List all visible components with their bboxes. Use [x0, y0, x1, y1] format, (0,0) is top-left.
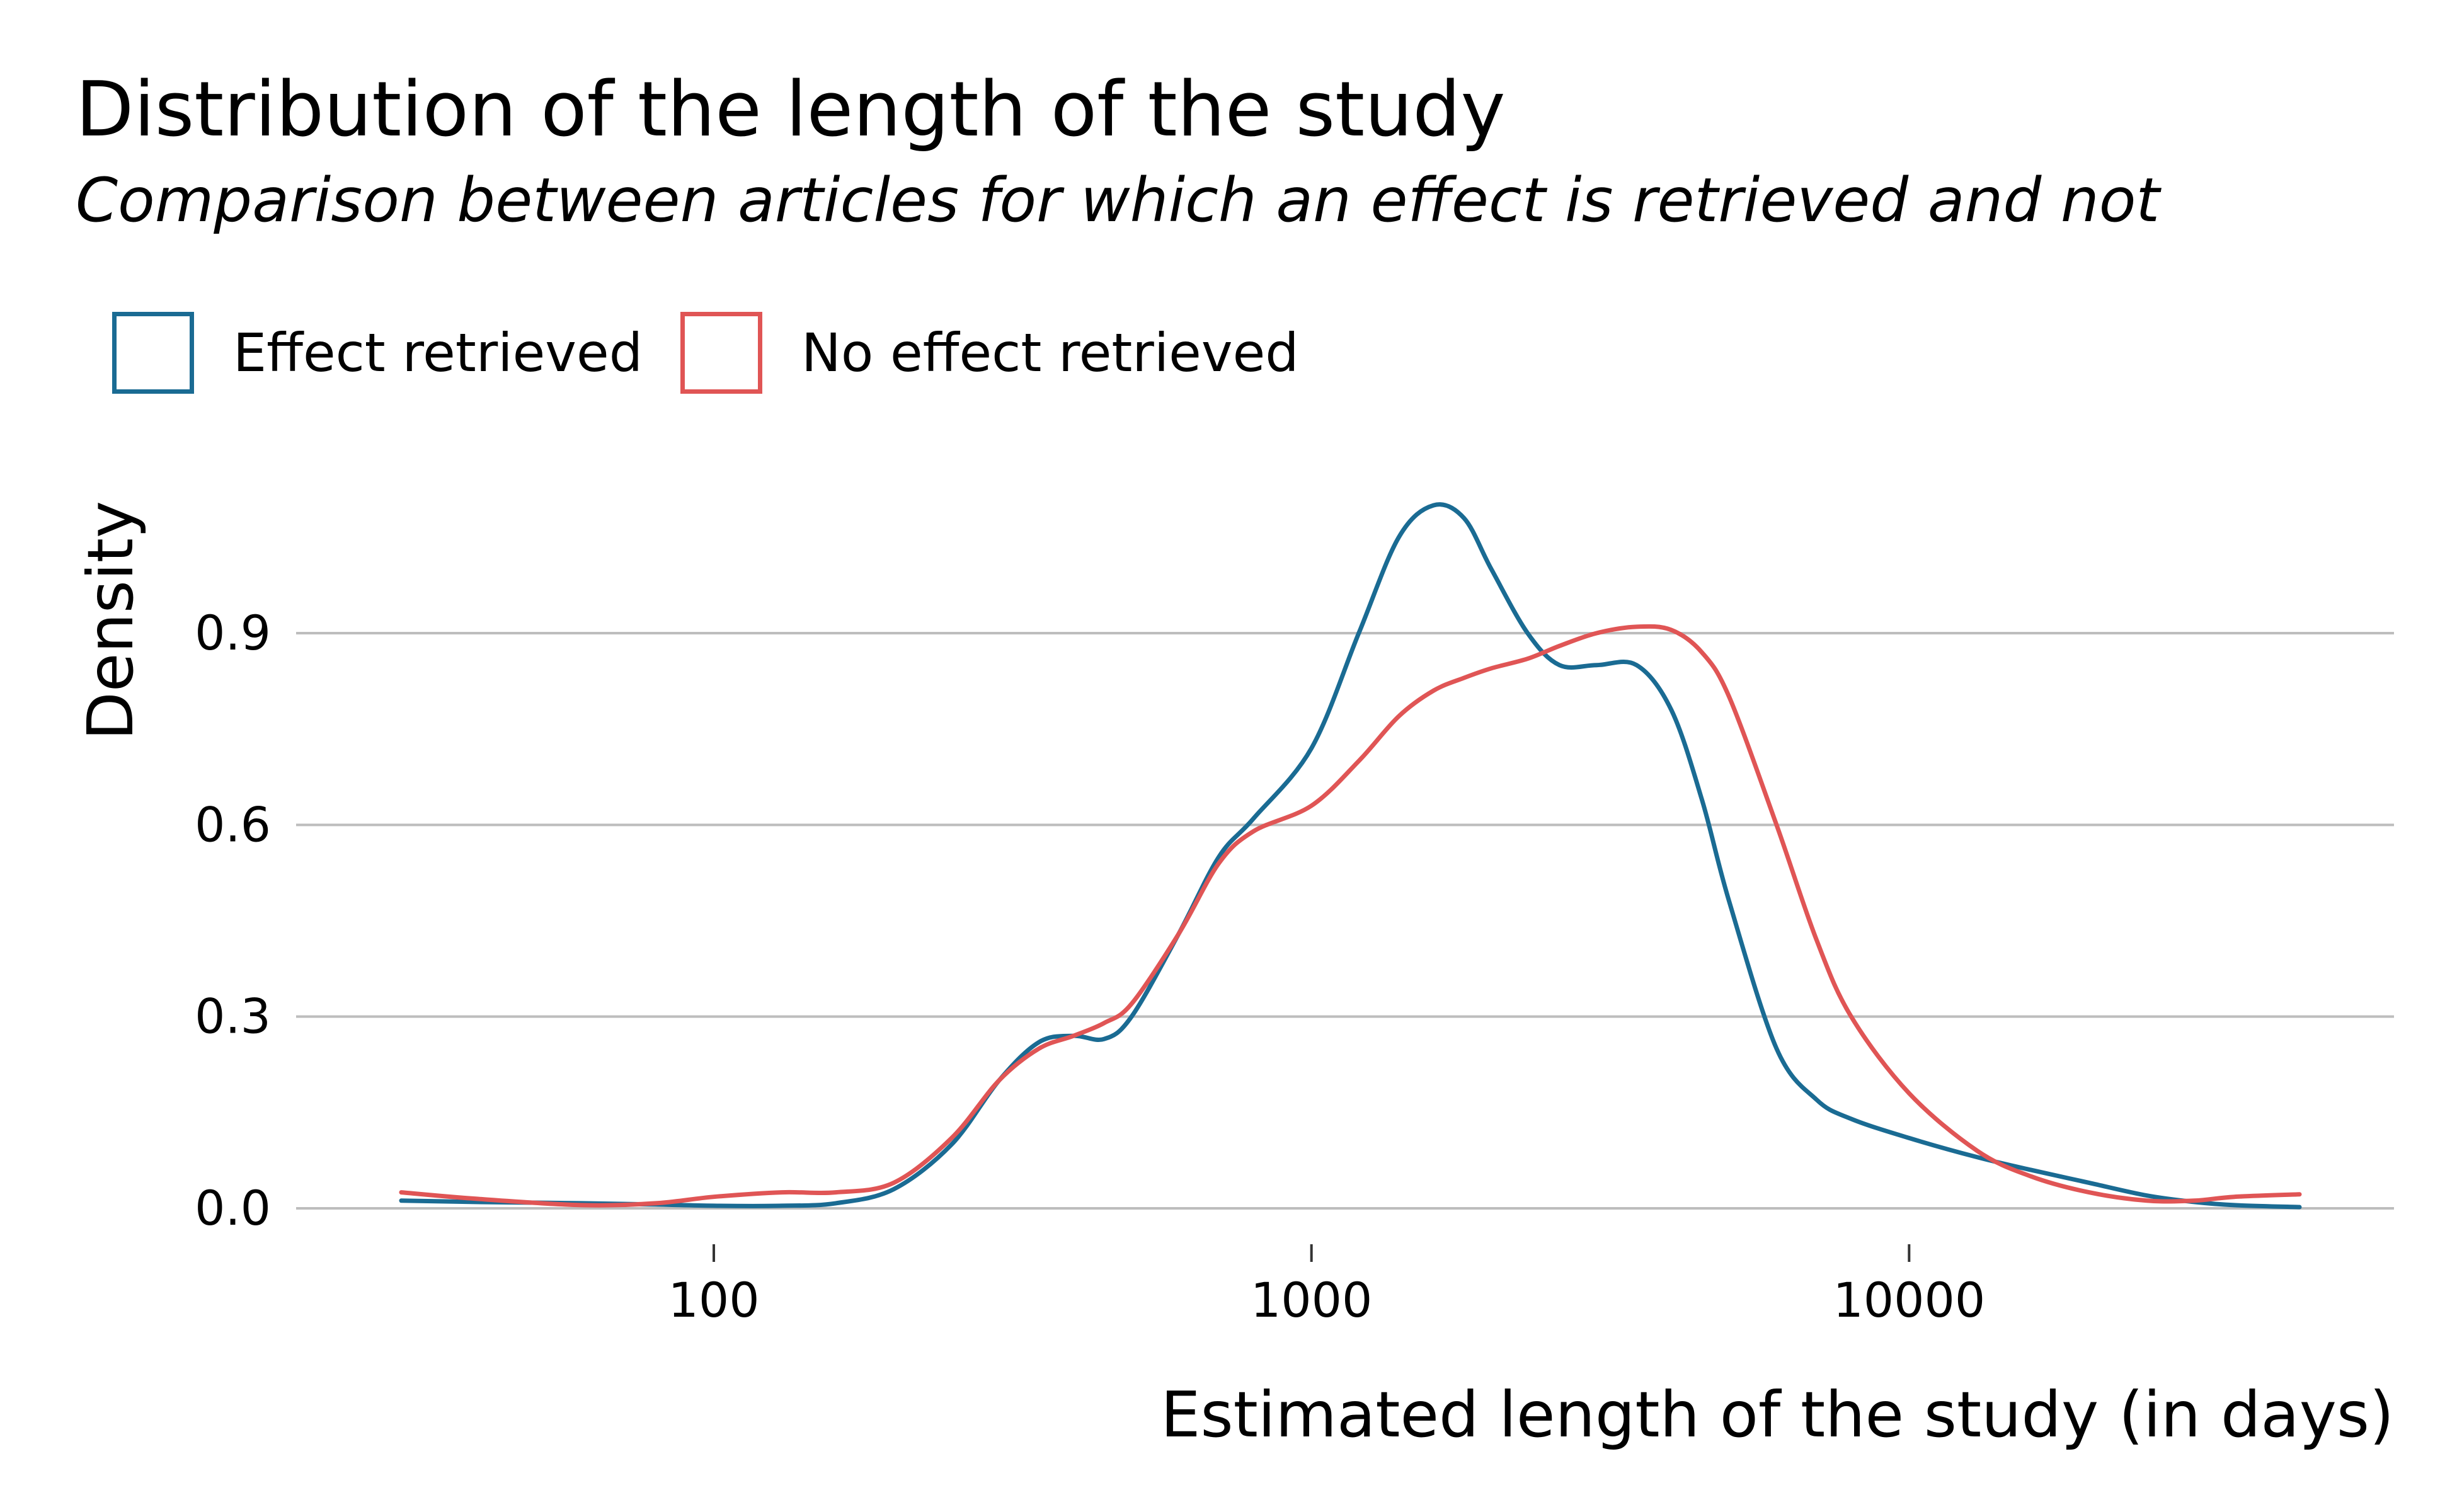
y-tick-label: 0.0 — [195, 1180, 271, 1236]
x-axis-title: Estimated length of the study (in days) — [1160, 1378, 2394, 1452]
chart-title: Distribution of the length of the study — [76, 66, 1506, 154]
x-tick-label: 1000 — [1251, 1272, 1372, 1328]
legend-label-no-effect-retrieved: No effect retrieved — [801, 322, 1299, 384]
y-tick-labels: 0.0 0.3 0.6 0.9 — [195, 605, 271, 1236]
legend-label-effect-retrieved: Effect retrieved — [233, 322, 643, 384]
series-line-effect-retrieved — [399, 502, 2302, 1210]
legend-swatch-effect-retrieved — [112, 312, 194, 394]
y-tick-label: 0.6 — [195, 796, 271, 852]
series-line-no-effect-retrieved — [399, 624, 2302, 1208]
y-tick-label: 0.3 — [195, 988, 271, 1045]
y-axis-title: Density — [74, 501, 147, 740]
legend-item-effect-retrieved: Effect retrieved — [112, 312, 643, 394]
chart-subtitle: Comparison between articles for which an… — [76, 165, 2160, 236]
series-lines — [399, 502, 2302, 1210]
legend-swatch-no-effect-retrieved — [680, 312, 763, 394]
legend: Effect retrieved No effect retrieved — [112, 309, 1337, 397]
legend-item-no-effect-retrieved: No effect retrieved — [680, 312, 1299, 394]
x-tick-labels: 100 1000 10000 — [668, 1244, 1985, 1328]
gridlines — [296, 632, 2394, 1210]
x-tick-label: 10000 — [1833, 1272, 1985, 1328]
x-tick-label: 100 — [668, 1272, 759, 1328]
y-tick-label: 0.9 — [195, 605, 271, 661]
